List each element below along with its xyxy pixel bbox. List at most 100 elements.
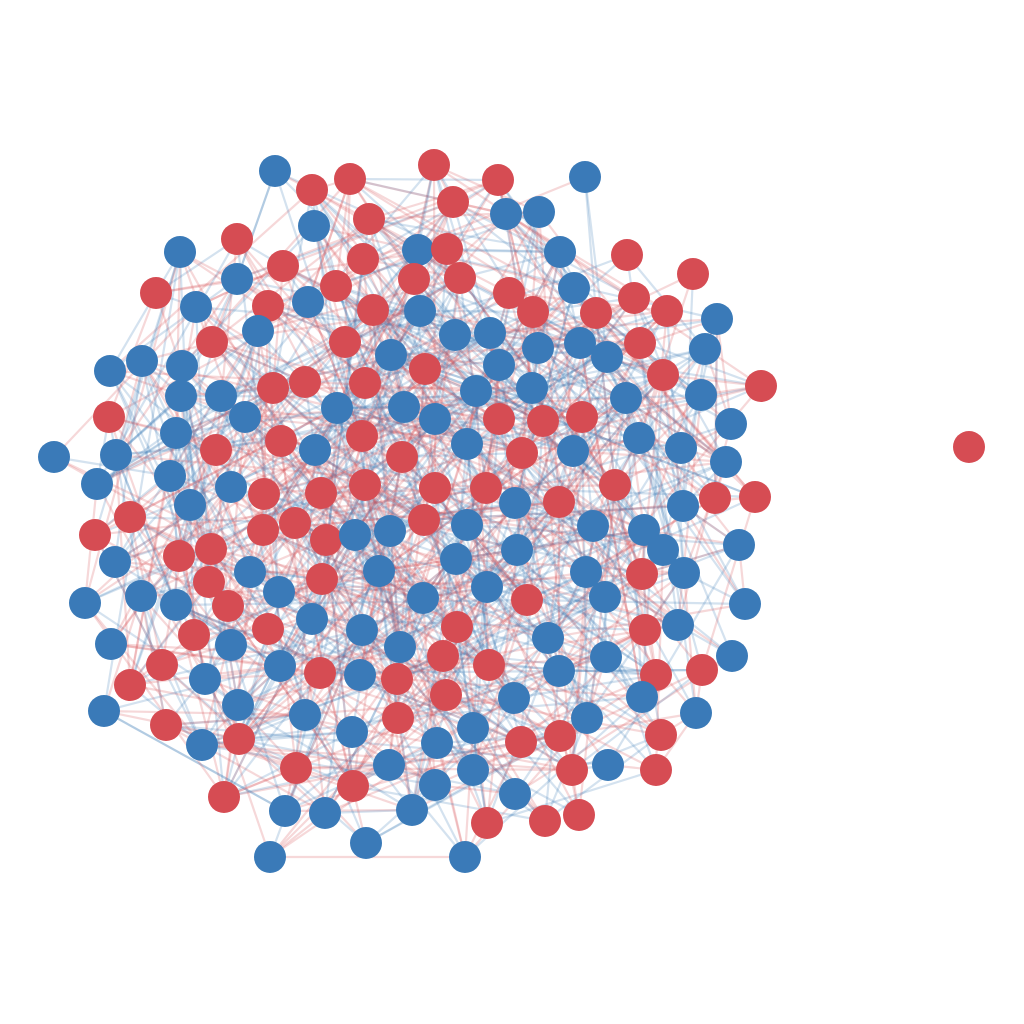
graph-edge xyxy=(512,673,658,700)
graph-edge xyxy=(465,442,491,667)
graph-edge xyxy=(465,417,501,527)
graph-edge xyxy=(306,177,352,304)
graph-edge xyxy=(310,188,462,280)
graph-edge xyxy=(154,247,449,295)
blue-node xyxy=(457,712,489,744)
blue-node xyxy=(499,778,531,810)
blue-node xyxy=(180,291,212,323)
graph-edge xyxy=(422,518,459,629)
red-node xyxy=(114,501,146,533)
blue-node xyxy=(339,519,371,551)
graph-edge xyxy=(377,524,595,573)
red-node xyxy=(114,669,146,701)
graph-edge xyxy=(266,627,437,787)
red-node xyxy=(566,401,598,433)
graph-edge xyxy=(504,212,582,345)
red-node xyxy=(618,282,650,314)
graph-edge xyxy=(454,442,469,561)
graph-edge xyxy=(353,210,541,537)
graph-edge xyxy=(387,585,489,767)
graph-edge xyxy=(348,177,508,216)
graph-edge xyxy=(306,177,352,304)
graph-edge xyxy=(236,703,414,812)
graph-edge xyxy=(682,460,728,575)
graph-edge xyxy=(410,501,517,812)
graph-edge xyxy=(52,305,198,459)
graph-edge xyxy=(237,518,426,741)
red-node xyxy=(645,719,677,751)
graph-edge xyxy=(402,405,561,673)
blue-node xyxy=(589,581,621,613)
red-node xyxy=(140,277,172,309)
blue-node xyxy=(221,263,253,295)
blue-node xyxy=(523,196,555,228)
red-node xyxy=(279,507,311,539)
graph-edge xyxy=(102,709,287,813)
graph-edge xyxy=(371,308,399,681)
graph-edge xyxy=(271,386,426,522)
graph-edge xyxy=(530,341,642,390)
graph-edge xyxy=(108,188,314,373)
blue-node xyxy=(439,319,471,351)
graph-edge xyxy=(484,291,511,490)
red-node xyxy=(305,477,337,509)
graph-edge xyxy=(266,304,545,423)
graph-edge xyxy=(422,518,491,667)
blue-node xyxy=(189,663,221,695)
graph-edge xyxy=(536,346,717,500)
graph-edge xyxy=(463,740,523,859)
blue-node xyxy=(471,571,503,603)
graph-edge xyxy=(310,188,357,537)
graph-edge xyxy=(487,341,582,667)
graph-edge xyxy=(194,305,275,390)
graph-edge xyxy=(444,585,489,697)
graph-edge xyxy=(310,617,355,788)
red-node xyxy=(408,504,440,536)
blue-node xyxy=(570,556,602,588)
graph-edge xyxy=(488,331,641,440)
graph-edge xyxy=(303,596,425,717)
red-node xyxy=(431,233,463,265)
graph-edge xyxy=(433,417,575,453)
graph-edge xyxy=(485,585,561,673)
red-node xyxy=(178,619,210,651)
graph-edge xyxy=(396,669,561,720)
red-node xyxy=(382,702,414,734)
graph-edge xyxy=(52,455,491,667)
red-node xyxy=(265,425,297,457)
graph-edge xyxy=(389,178,500,357)
graph-edge xyxy=(351,677,399,788)
graph-edge xyxy=(83,212,508,605)
red-node xyxy=(310,524,342,556)
blue-node xyxy=(451,428,483,460)
blue-node xyxy=(269,795,301,827)
graph-edge xyxy=(203,645,402,681)
graph-edge xyxy=(435,734,562,745)
graph-edge xyxy=(388,529,402,649)
graph-edge xyxy=(520,210,541,455)
red-node xyxy=(493,277,525,309)
blue-node xyxy=(164,236,196,268)
graph-edge xyxy=(209,329,260,551)
blue-node xyxy=(346,614,378,646)
graph-edge xyxy=(606,543,741,767)
red-node xyxy=(381,663,413,695)
red-node xyxy=(686,654,718,686)
blue-node xyxy=(95,628,127,660)
blue-node xyxy=(571,702,603,734)
blue-node xyxy=(296,603,328,635)
graph-edge xyxy=(353,286,576,537)
red-node xyxy=(353,203,385,235)
graph-edge xyxy=(324,200,455,542)
blue-node xyxy=(69,587,101,619)
graph-edge xyxy=(541,296,636,423)
blue-node xyxy=(516,372,548,404)
blue-node xyxy=(404,295,436,327)
graph-edge xyxy=(266,304,545,423)
graph-edge xyxy=(102,709,307,717)
graph-edge xyxy=(497,363,628,400)
graph-edge xyxy=(388,529,467,859)
graph-edge xyxy=(700,495,757,672)
red-node xyxy=(329,326,361,358)
graph-edge xyxy=(310,257,365,621)
